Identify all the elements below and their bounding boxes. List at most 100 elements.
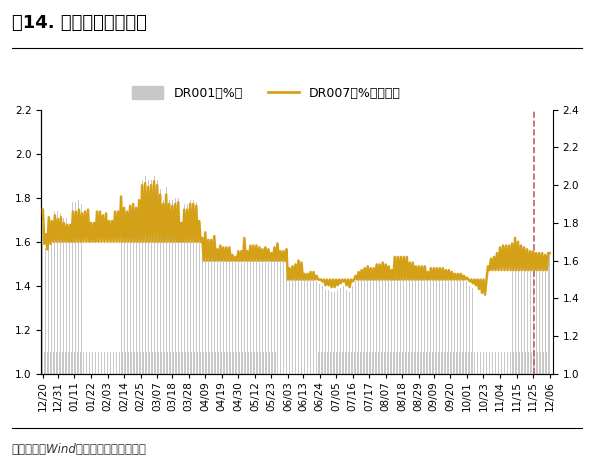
Bar [71,352,72,458]
Bar [292,270,293,458]
Bar [158,352,159,458]
Bar [241,253,242,458]
Bar [107,352,108,458]
Bar [239,352,241,458]
Bar [435,352,436,458]
Bar [296,352,298,458]
Bar [415,268,416,458]
Bar [471,352,472,458]
Bar [128,352,129,458]
Bar [519,352,520,458]
Bar [391,273,392,458]
Bar [287,352,289,458]
Bar [305,352,307,458]
Bar [75,202,77,458]
Bar [143,352,144,458]
Bar [132,209,134,458]
Bar [409,264,410,458]
Bar [339,352,340,458]
Bar [260,352,261,458]
Bar [233,352,234,458]
Bar [98,352,99,458]
Bar [342,352,343,458]
Bar [421,268,422,458]
Bar [119,352,120,458]
Bar [286,248,287,458]
Bar [353,352,355,458]
Bar [235,259,236,458]
Bar [350,352,352,458]
Bar [256,246,257,458]
Bar [505,246,507,458]
Bar [402,352,403,458]
Bar [367,270,368,458]
Bar [185,352,186,458]
Bar [465,352,466,458]
Bar [125,352,126,458]
Bar [206,352,207,458]
Bar [358,277,359,458]
Bar [540,352,541,458]
Bar [53,352,54,458]
Bar [412,264,413,458]
Bar [424,268,425,458]
Bar [250,246,251,458]
Bar [399,352,400,458]
Bar [95,352,96,458]
Bar [403,259,405,458]
Bar [524,248,525,458]
Bar [137,352,138,458]
Bar [238,253,239,458]
Bar [489,352,490,458]
Bar [349,293,350,458]
Bar [101,352,102,458]
Bar [525,352,526,458]
Bar [450,352,451,458]
Bar [531,352,532,458]
Bar [200,352,201,458]
Bar [373,273,374,458]
Bar [92,352,93,458]
Bar [242,352,244,458]
Bar [184,204,185,458]
Bar [352,286,353,458]
Bar [138,202,140,458]
Bar [346,290,347,458]
Bar [516,352,517,458]
Bar [379,268,380,458]
Bar [74,352,75,458]
Bar [394,259,395,458]
Bar [370,273,371,458]
Bar [152,352,153,458]
Bar [245,352,247,458]
Bar [522,352,523,458]
Bar [310,277,311,458]
Bar [274,246,275,458]
Bar [212,352,213,458]
Bar [113,352,114,458]
Bar [364,273,365,458]
Bar [262,248,263,458]
Bar [124,213,125,458]
Bar [357,352,358,458]
Bar [229,248,230,458]
Bar [517,242,519,458]
Bar [257,352,258,458]
Bar [336,352,337,458]
Bar [510,352,511,458]
Bar [534,352,535,458]
Bar [248,352,249,458]
Bar [175,198,176,458]
Bar [343,286,344,458]
Bar [146,352,147,458]
Bar [414,352,415,458]
Bar [308,352,309,458]
Bar [363,352,364,458]
Bar [549,255,550,458]
Bar [501,352,502,458]
Bar [432,352,433,458]
Bar [90,220,91,458]
Bar [360,352,361,458]
Bar [122,352,123,458]
Bar [397,257,398,458]
